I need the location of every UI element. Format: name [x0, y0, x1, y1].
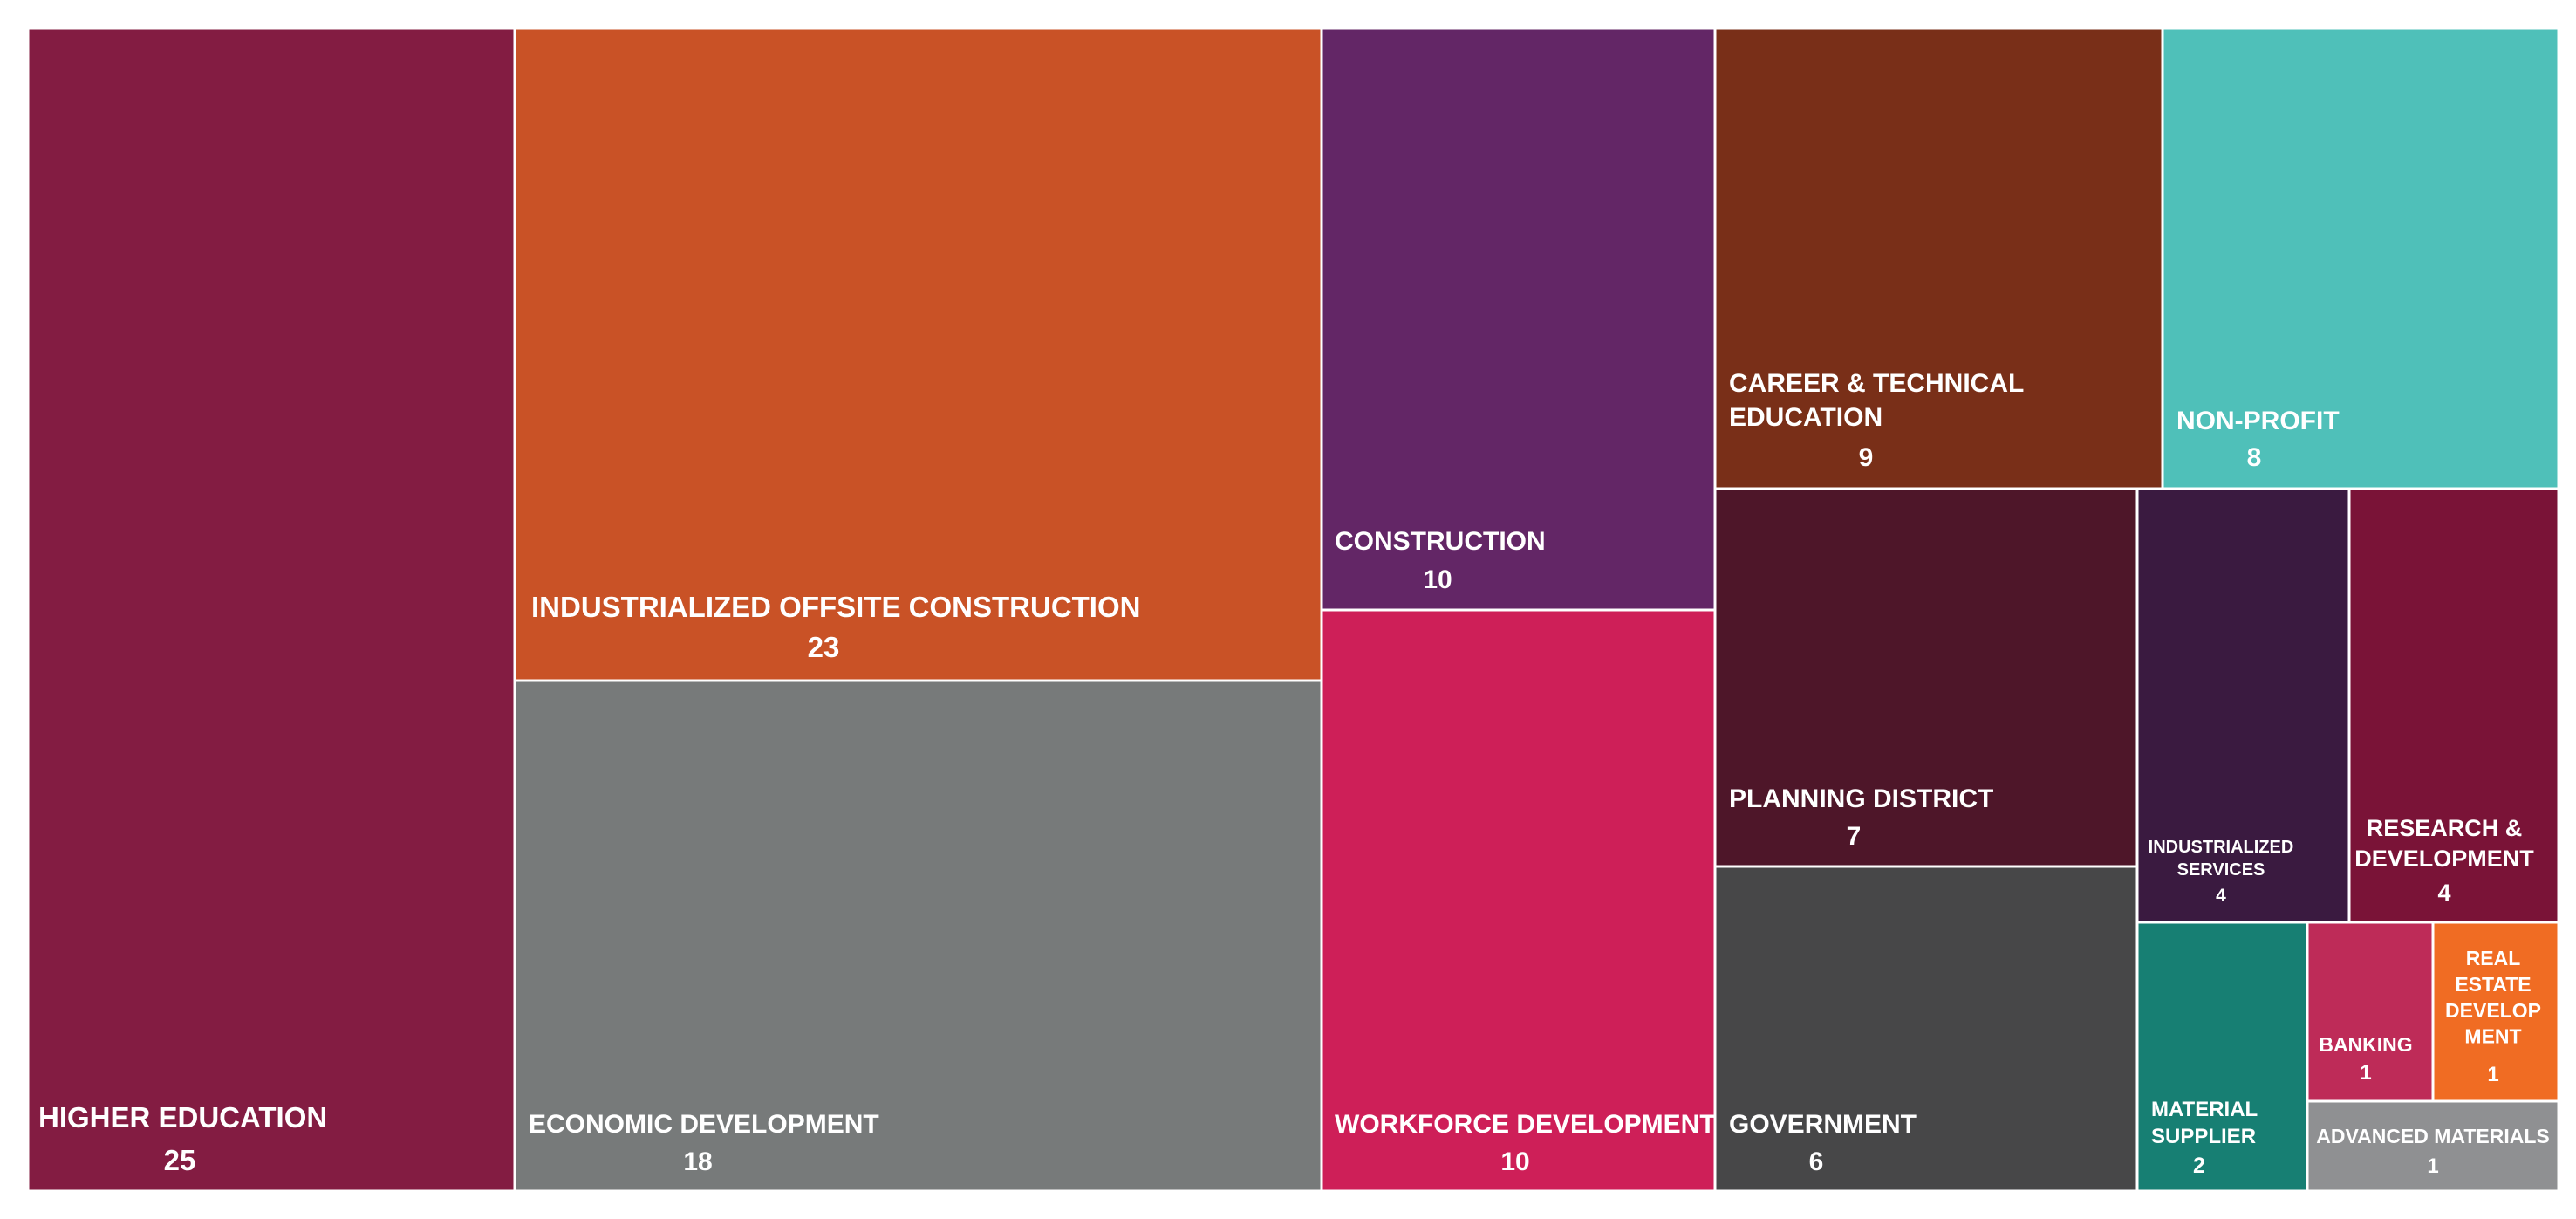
- treemap-tile-real-estate-development: REAL ESTATE DEVELOP MENT 1: [2431, 921, 2560, 1103]
- treemap-rect-career-and-technical-education: [1713, 26, 2164, 490]
- treemap-value-banking: 1: [2360, 1061, 2371, 1085]
- treemap-label-planning-district: PLANNING DISTRICT: [1729, 784, 1993, 813]
- treemap-label-government: GOVERNMENT: [1729, 1110, 1917, 1139]
- treemap-label-economic-development: ECONOMIC DEVELOPMENT: [529, 1110, 879, 1139]
- treemap-label-advanced-materials: ADVANCED MATERIALS: [2316, 1125, 2549, 1147]
- treemap-value-economic-development: 18: [683, 1147, 712, 1176]
- treemap-label-construction: CONSTRUCTION: [1335, 527, 1546, 556]
- treemap-label-banking: BANKING: [2319, 1033, 2412, 1056]
- treemap-label-industrialized-offsite-construction: INDUSTRIALIZED OFFSITE CONSTRUCTION: [531, 591, 1140, 623]
- treemap-label-career-and-technical-education: CAREER & TECHNICAL EDUCATION: [1729, 369, 2024, 432]
- treemap-value-construction: 10: [1423, 565, 1452, 594]
- treemap-tile-higher-education: HIGHER EDUCATION 25: [26, 26, 516, 1193]
- treemap-value-industrialized-services: 4: [2216, 886, 2226, 906]
- treemap-tile-advanced-materials: ADVANCED MATERIALS 1: [2306, 1099, 2560, 1193]
- treemap-rect-advanced-materials: [2306, 1099, 2560, 1193]
- treemap-tile-banking: BANKING 1: [2306, 921, 2435, 1103]
- treemap-rect-higher-education: [26, 26, 516, 1193]
- treemap-value-material-supplier: 2: [2193, 1154, 2205, 1178]
- treemap-rect-research-and-development: [2347, 487, 2560, 924]
- treemap-tile-industrialized-services: INDUSTRIALIZED SERVICES 4: [2135, 487, 2351, 924]
- treemap-rect-economic-development: [513, 679, 1323, 1193]
- treemap-tile-government: GOVERNMENT 6: [1713, 865, 2139, 1193]
- treemap-value-government: 6: [1809, 1147, 1824, 1176]
- treemap-rect-banking: [2306, 921, 2435, 1103]
- treemap-label-industrialized-services: INDUSTRIALIZED SERVICES: [2149, 838, 2294, 880]
- treemap-label-workforce-development: WORKFORCE DEVELOPMENT: [1335, 1110, 1716, 1139]
- treemap-value-non-profit: 8: [2247, 443, 2262, 472]
- treemap-label-higher-education: HIGHER EDUCATION: [38, 1101, 327, 1133]
- treemap-rect-workforce-development: [1320, 608, 1717, 1193]
- treemap-value-workforce-development: 10: [1500, 1147, 1529, 1176]
- treemap-rect-industrialized-services: [2135, 487, 2351, 924]
- treemap-tile-material-supplier: MATERIAL SUPPLIER 2: [2135, 921, 2309, 1193]
- treemap-tile-research-and-development: RESEARCH & DEVELOPMENT 4: [2347, 487, 2560, 924]
- treemap-value-advanced-materials: 1: [2427, 1154, 2438, 1178]
- treemap-value-higher-education: 25: [164, 1144, 196, 1176]
- treemap-tile-workforce-development: WORKFORCE DEVELOPMENT 10: [1320, 608, 1717, 1193]
- treemap-tile-construction: CONSTRUCTION 10: [1320, 26, 1717, 612]
- treemap-tile-non-profit: NON-PROFIT 8: [2161, 26, 2560, 490]
- treemap-rect-planning-district: [1713, 487, 2139, 868]
- treemap-rect-construction: [1320, 26, 1717, 612]
- treemap-rect-non-profit: [2161, 26, 2560, 490]
- treemap-tile-planning-district: PLANNING DISTRICT 7: [1713, 487, 2139, 868]
- treemap-label-non-profit: NON-PROFIT: [2176, 407, 2340, 435]
- treemap-value-career-and-technical-education: 9: [1859, 443, 1874, 472]
- treemap-value-research-and-development: 4: [2437, 880, 2450, 906]
- treemap-value-planning-district: 7: [1847, 822, 1862, 851]
- treemap-rect-real-estate-development: [2431, 921, 2560, 1103]
- treemap-value-real-estate-development: 1: [2487, 1063, 2498, 1086]
- treemap-value-industrialized-offsite-construction: 23: [808, 631, 840, 663]
- treemap-rect-industrialized-offsite-construction: [513, 26, 1323, 682]
- treemap-label-real-estate-development: REAL ESTATE DEVELOP MENT: [2445, 947, 2541, 1048]
- treemap-tile-industrialized-offsite-construction: INDUSTRIALIZED OFFSITE CONSTRUCTION 23: [513, 26, 1323, 682]
- treemap-rect-government: [1713, 865, 2139, 1193]
- treemap-tile-economic-development: ECONOMIC DEVELOPMENT 18: [513, 679, 1323, 1193]
- treemap-label-material-supplier: MATERIAL SUPPLIER: [2151, 1098, 2258, 1148]
- treemap-tile-career-and-technical-education: CAREER & TECHNICAL EDUCATION 9: [1713, 26, 2164, 490]
- treemap-rect-material-supplier: [2135, 921, 2309, 1193]
- treemap-label-research-and-development: RESEARCH & DEVELOPMENT: [2354, 815, 2534, 872]
